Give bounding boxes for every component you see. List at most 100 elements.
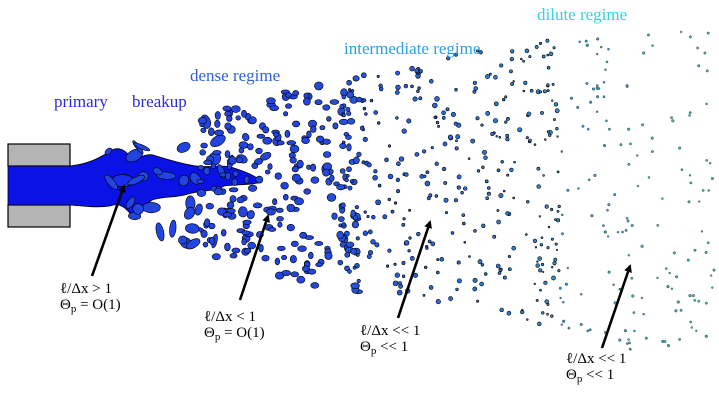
droplet [410, 84, 414, 89]
nozzle-wall-top [7, 143, 71, 167]
droplet [444, 211, 448, 215]
label-intermediate-regime: intermediate regime [344, 39, 481, 58]
droplet [308, 251, 314, 260]
droplet [493, 118, 498, 124]
droplet [316, 135, 325, 143]
droplet [375, 199, 381, 206]
droplet [404, 172, 409, 177]
droplet [550, 265, 554, 269]
droplet [525, 200, 530, 204]
droplet [690, 326, 693, 329]
droplet [525, 136, 529, 140]
annotation-dense: ℓ/Δx < 1 Θp = O(1) [204, 309, 265, 342]
droplet [296, 159, 304, 169]
droplet [347, 269, 352, 274]
droplet [557, 269, 561, 273]
droplet [403, 83, 409, 89]
droplet [238, 147, 245, 154]
droplet [226, 115, 233, 122]
droplet [352, 215, 358, 221]
droplet [349, 179, 354, 184]
droplet [546, 53, 549, 57]
droplet [608, 127, 611, 131]
droplet [484, 179, 489, 184]
droplet [242, 219, 252, 225]
droplet [481, 165, 485, 169]
droplet [650, 136, 654, 140]
droplet [535, 263, 540, 268]
droplet [625, 217, 629, 220]
droplet [623, 329, 627, 333]
droplet [276, 140, 285, 146]
droplet [344, 177, 349, 183]
droplet [551, 99, 554, 102]
droplet [289, 144, 300, 154]
droplet [587, 178, 591, 182]
droplet [329, 99, 340, 105]
droplet [551, 275, 556, 281]
droplet [230, 105, 241, 113]
droplet [555, 248, 558, 251]
droplet [394, 272, 400, 278]
arrow-primary [90, 184, 126, 277]
droplet [496, 209, 500, 212]
droplet [704, 250, 708, 254]
droplet [630, 276, 634, 280]
droplet [267, 163, 273, 170]
droplet [704, 334, 708, 338]
droplet [324, 251, 333, 260]
droplet [408, 208, 412, 212]
droplet [510, 49, 515, 54]
droplet [706, 241, 710, 245]
droplet [303, 97, 311, 106]
droplet [509, 69, 513, 74]
droplet [693, 299, 697, 302]
droplet [443, 181, 448, 185]
droplet [418, 96, 423, 101]
droplet [541, 54, 546, 59]
droplet [251, 162, 259, 170]
droplet [688, 174, 692, 177]
droplet [370, 239, 376, 245]
droplet [197, 165, 205, 171]
droplet [350, 248, 358, 255]
droplet [613, 193, 617, 197]
droplet [390, 209, 395, 214]
droplet [476, 299, 480, 303]
droplet [356, 96, 363, 103]
arrow-dense [238, 214, 270, 301]
droplet [434, 161, 439, 166]
droplet [347, 185, 353, 191]
droplet [258, 243, 264, 253]
droplet [214, 111, 221, 120]
droplet [528, 138, 532, 143]
droplet [220, 229, 227, 237]
droplet [704, 301, 708, 305]
droplet [476, 169, 481, 173]
droplet [372, 174, 378, 181]
droplet [540, 262, 545, 267]
droplet [209, 236, 216, 245]
droplet [435, 299, 441, 305]
droplet [352, 75, 360, 82]
droplet [277, 221, 283, 228]
droplet [680, 30, 683, 33]
droplet [241, 230, 250, 236]
droplet [509, 167, 514, 173]
droplet [346, 166, 352, 173]
droplet [275, 207, 284, 213]
droplet [428, 193, 433, 198]
droplet [301, 265, 310, 272]
droplet [592, 87, 595, 91]
droplet [602, 224, 605, 227]
droplet [310, 282, 320, 289]
droplet [557, 204, 561, 209]
droplet [641, 123, 645, 127]
droplet [280, 181, 289, 190]
droplet [627, 127, 631, 131]
droplet [307, 268, 317, 275]
droplet [345, 134, 352, 140]
droplet [596, 52, 599, 56]
droplet [665, 267, 668, 270]
